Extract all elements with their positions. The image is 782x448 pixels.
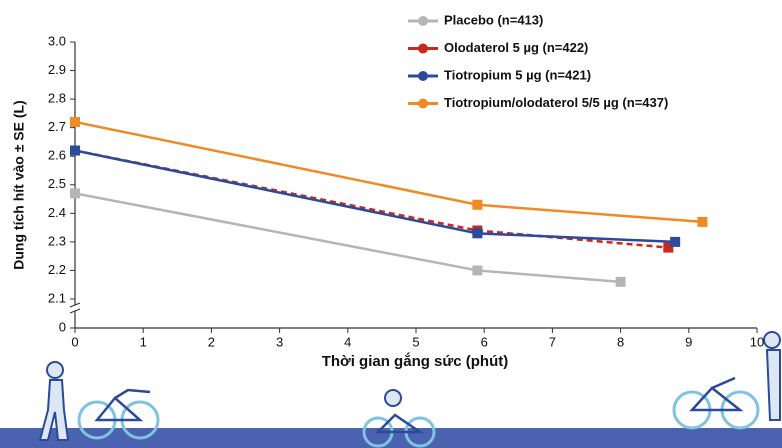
series-line bbox=[75, 151, 668, 248]
x-tick-label: 7 bbox=[549, 334, 556, 349]
data-point bbox=[670, 237, 680, 247]
data-point bbox=[472, 228, 482, 238]
bike-frame bbox=[97, 378, 740, 432]
legend-marker bbox=[418, 44, 428, 54]
legend-label: Tiotropium/olodaterol 5/5 µg (n=437) bbox=[444, 95, 668, 110]
y-tick-label: 2.4 bbox=[48, 205, 66, 220]
data-point bbox=[70, 188, 80, 198]
series-line bbox=[75, 151, 675, 242]
x-tick-label: 3 bbox=[276, 334, 283, 349]
data-point bbox=[70, 117, 80, 127]
y-tick-label: 2.6 bbox=[48, 148, 66, 163]
y-tick-label: 2.5 bbox=[48, 176, 66, 191]
y-tick-label: 2.3 bbox=[48, 233, 66, 248]
x-tick-label: 10 bbox=[750, 334, 764, 349]
data-point bbox=[472, 265, 482, 275]
data-point bbox=[616, 277, 626, 287]
x-tick-label: 8 bbox=[617, 334, 624, 349]
y-tick-label: 2.9 bbox=[48, 62, 66, 77]
series-line bbox=[75, 122, 702, 222]
legend-marker bbox=[418, 16, 428, 26]
legend-label: Olodaterol 5 µg (n=422) bbox=[444, 40, 588, 55]
data-point bbox=[70, 146, 80, 156]
x-tick-label: 6 bbox=[481, 334, 488, 349]
legend-label: Tiotropium 5 µg (n=421) bbox=[444, 67, 591, 82]
x-tick-label: 2 bbox=[208, 334, 215, 349]
decoration bbox=[0, 332, 782, 448]
y-tick-label: 2.8 bbox=[48, 91, 66, 106]
y-tick-label: 2.2 bbox=[48, 262, 66, 277]
chart: Thời gian gắng sức (phút) Dung tích hít … bbox=[0, 0, 782, 448]
legend-marker bbox=[418, 71, 428, 81]
x-tick-label: 9 bbox=[685, 334, 692, 349]
x-tick-label: 5 bbox=[412, 334, 419, 349]
x-tick-label: 0 bbox=[71, 334, 78, 349]
y-tick-label: 2.1 bbox=[48, 290, 66, 305]
legend-marker bbox=[418, 99, 428, 109]
y-tick-label: 3.0 bbox=[48, 33, 66, 48]
y-axis-label: Dung tích hít vào ± SE (L) bbox=[11, 100, 27, 269]
x-tick-label: 1 bbox=[140, 334, 147, 349]
x-tick-label: 4 bbox=[344, 334, 351, 349]
data-point bbox=[697, 217, 707, 227]
data-point bbox=[472, 200, 482, 210]
y-tick-label: 2.7 bbox=[48, 119, 66, 134]
axis-break bbox=[70, 303, 80, 313]
y-tick-label: 0 bbox=[59, 319, 66, 334]
legend-label: Placebo (n=413) bbox=[444, 12, 543, 27]
x-axis-label: Thời gian gắng sức (phút) bbox=[322, 352, 509, 370]
